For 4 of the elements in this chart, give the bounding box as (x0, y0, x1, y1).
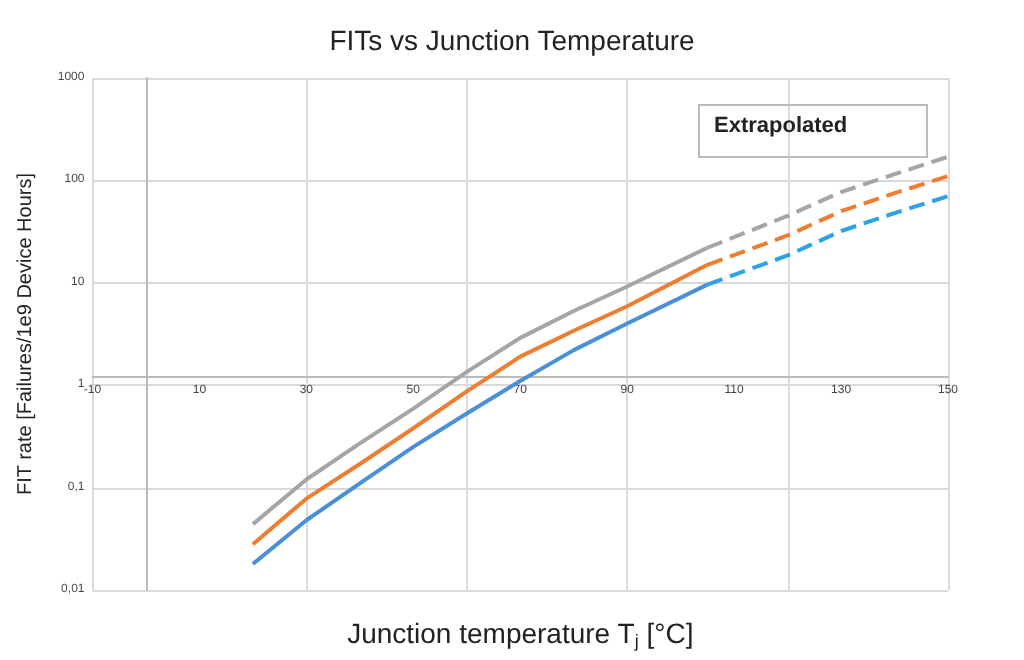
annotation: Extrapolated (714, 114, 848, 138)
chart-title: FITs vs Junction Temperature (329, 24, 696, 56)
y-axis-title: FIT rate [Failures/1e9 Device Hours] (15, 172, 37, 495)
line-series (705, 194, 950, 287)
